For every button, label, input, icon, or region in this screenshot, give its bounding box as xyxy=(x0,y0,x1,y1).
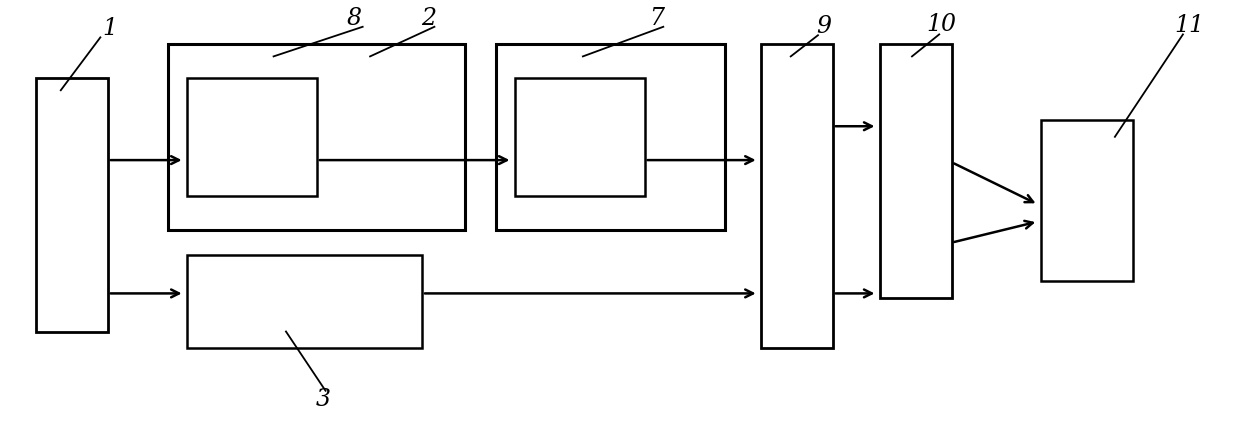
Text: 10: 10 xyxy=(926,13,957,36)
Bar xyxy=(496,44,725,230)
Text: 11: 11 xyxy=(1174,14,1204,37)
Bar xyxy=(36,78,108,331)
Bar xyxy=(1040,120,1133,281)
Text: 8: 8 xyxy=(346,7,362,30)
Text: 2: 2 xyxy=(420,7,435,30)
Bar xyxy=(515,78,645,196)
Bar xyxy=(169,44,465,230)
Bar xyxy=(880,44,951,298)
Bar xyxy=(761,44,833,348)
Bar xyxy=(187,255,422,348)
Text: 7: 7 xyxy=(650,7,665,30)
Text: 9: 9 xyxy=(817,15,832,38)
Text: 1: 1 xyxy=(103,17,118,40)
Bar xyxy=(187,78,317,196)
Text: 3: 3 xyxy=(315,388,331,411)
